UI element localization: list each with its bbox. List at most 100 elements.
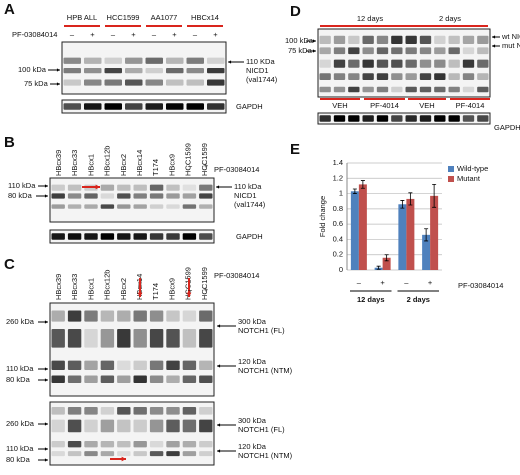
band — [199, 407, 213, 415]
band — [391, 47, 403, 55]
arrow-head — [44, 458, 48, 462]
arrow-head — [217, 364, 221, 368]
band — [133, 184, 147, 191]
lane-label: HBcx39 — [54, 274, 63, 300]
blot — [61, 99, 227, 114]
band — [462, 59, 475, 68]
lane-label: T174 — [151, 283, 160, 300]
cell-line: HPB ALL — [67, 13, 97, 22]
treatment: PF-03084014 — [214, 165, 259, 174]
band — [319, 47, 331, 55]
band — [100, 329, 115, 348]
lane-label: HBcx14 — [135, 150, 144, 176]
band — [125, 57, 143, 64]
condition: PF-4014 — [456, 101, 485, 110]
band — [117, 193, 131, 199]
band-label: NOTCH1 (FL) — [238, 326, 285, 335]
band-label: 110 kDa — [234, 182, 262, 191]
band — [348, 47, 360, 55]
lane-label: HBcx1 — [86, 154, 95, 176]
band-label: 120 kDa — [238, 357, 267, 366]
band — [199, 184, 213, 191]
band — [333, 86, 346, 93]
band — [51, 184, 65, 191]
band — [149, 184, 164, 191]
band — [125, 79, 143, 86]
arrow-head — [44, 320, 48, 324]
band — [149, 451, 164, 457]
error-bar — [376, 265, 381, 270]
blot — [317, 28, 491, 98]
band — [333, 73, 346, 80]
lane-label: HBcx12b — [103, 270, 112, 300]
band — [462, 86, 475, 93]
sign: + — [213, 30, 218, 39]
band — [67, 407, 82, 415]
band — [149, 233, 164, 240]
lane-label: HBcx2 — [119, 278, 128, 300]
arrow-head — [44, 422, 48, 426]
y-tick-label: 0.4 — [333, 234, 343, 243]
error-bar — [352, 188, 357, 194]
band — [117, 360, 131, 370]
band — [51, 360, 65, 370]
band — [182, 375, 197, 383]
band — [348, 73, 360, 80]
band — [84, 451, 98, 457]
band — [376, 73, 389, 80]
band — [182, 441, 197, 448]
band — [419, 47, 432, 55]
y-tick-label: 1 — [339, 189, 343, 198]
band — [166, 441, 180, 448]
band — [133, 451, 147, 457]
sign: + — [204, 285, 209, 294]
band — [67, 441, 82, 448]
legend-swatch — [448, 166, 454, 172]
band — [182, 184, 197, 191]
band — [419, 86, 432, 93]
treatment: PF-03084014 — [214, 271, 259, 280]
y-tick-label: 0.2 — [333, 250, 343, 259]
band — [100, 419, 115, 433]
band — [199, 310, 213, 322]
y-axis-label: Fold change — [318, 196, 327, 237]
band — [199, 193, 213, 199]
arrow-head — [312, 49, 316, 53]
error-bar — [400, 200, 405, 209]
arrow-head — [217, 324, 221, 328]
band — [186, 68, 204, 74]
error-bar — [360, 180, 365, 189]
band — [434, 47, 446, 55]
band — [477, 73, 489, 80]
band — [182, 204, 197, 209]
loading-label: GAPDH — [236, 102, 263, 111]
error-bar — [432, 184, 437, 208]
band — [348, 35, 360, 44]
bar — [382, 257, 391, 270]
y-tick-label: 0.6 — [333, 219, 343, 228]
band — [149, 310, 164, 322]
band — [166, 184, 180, 191]
band — [84, 329, 98, 348]
band — [207, 57, 225, 64]
band — [84, 193, 98, 199]
band — [434, 73, 446, 80]
band — [149, 441, 164, 448]
band — [448, 86, 460, 93]
band — [462, 115, 475, 122]
marker: 80 kDa — [6, 455, 31, 464]
bar — [406, 198, 415, 270]
blot — [317, 112, 491, 125]
band — [462, 73, 475, 80]
band — [333, 59, 346, 68]
band — [207, 68, 225, 74]
band — [362, 47, 374, 55]
band — [362, 59, 374, 68]
band — [51, 329, 65, 348]
sign: – — [193, 30, 198, 39]
band — [84, 375, 98, 383]
blot — [49, 177, 215, 223]
band — [199, 360, 213, 370]
band — [145, 103, 163, 110]
band — [84, 310, 98, 322]
